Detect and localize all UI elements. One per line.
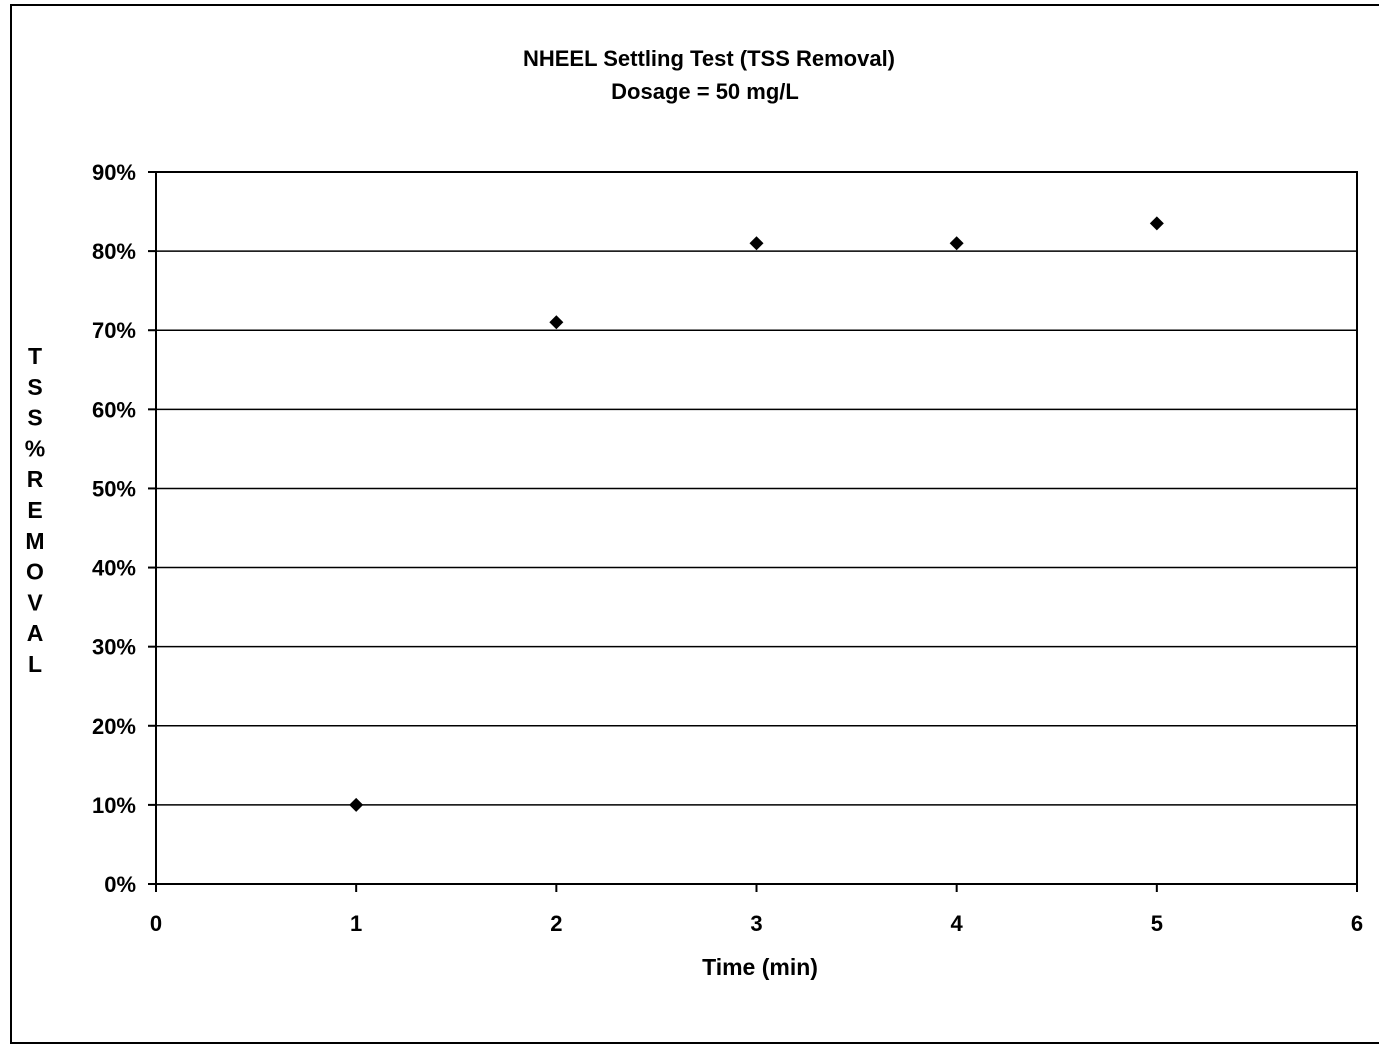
y-axis-label-letter: O [26,559,44,585]
gridlines [156,171,1357,885]
data-series [349,216,1164,812]
y-tick-label: 50% [92,476,136,501]
x-tick-label: 2 [550,911,562,936]
x-tick-label: 6 [1351,911,1363,936]
y-axis-label-letter: T [28,343,42,369]
y-axis-label-letter: M [25,528,44,554]
data-point [1149,216,1164,231]
x-tick-label: 0 [150,911,162,936]
data-point [749,236,764,251]
y-axis-label-letter: E [27,497,42,523]
y-tick-label: 90% [92,160,136,185]
y-axis-label-letter: V [27,589,43,615]
x-axis: 0 1 2 3 4 5 6 [150,884,1363,936]
data-point [949,236,964,251]
y-tick-label: 0% [104,872,136,897]
y-axis-label-letter: R [27,466,44,492]
plot-area [155,171,1358,885]
y-axis-label-letter: S [27,405,42,431]
chart: NHEEL Settling Test (TSS Removal) Dosage… [25,46,1363,980]
x-tick-label: 1 [350,911,362,936]
y-tick-label: 60% [92,397,136,422]
y-axis-label-letter: A [27,620,44,646]
y-tick-label: 70% [92,318,136,343]
y-axis-label-letter: S [27,374,42,400]
y-tick-label: 30% [92,635,136,660]
y-axis-label-letter: L [28,651,42,677]
x-tick-label: 4 [951,911,964,936]
chart-title: NHEEL Settling Test (TSS Removal) [523,46,895,71]
x-tick-label: 5 [1151,911,1163,936]
y-axis: 0% 10% 20% 30% 40% 50% 60% 70% 80% 90% [92,160,156,897]
x-tick-label: 3 [750,911,762,936]
y-axis-label-letter: % [25,435,45,461]
data-point [549,315,564,330]
data-point [349,797,364,812]
y-tick-label: 20% [92,714,136,739]
y-tick-label: 80% [92,239,136,264]
chart-subtitle: Dosage = 50 mg/L [611,79,799,104]
y-tick-label: 10% [92,793,136,818]
y-tick-label: 40% [92,556,136,581]
x-axis-label: Time (min) [702,954,818,980]
